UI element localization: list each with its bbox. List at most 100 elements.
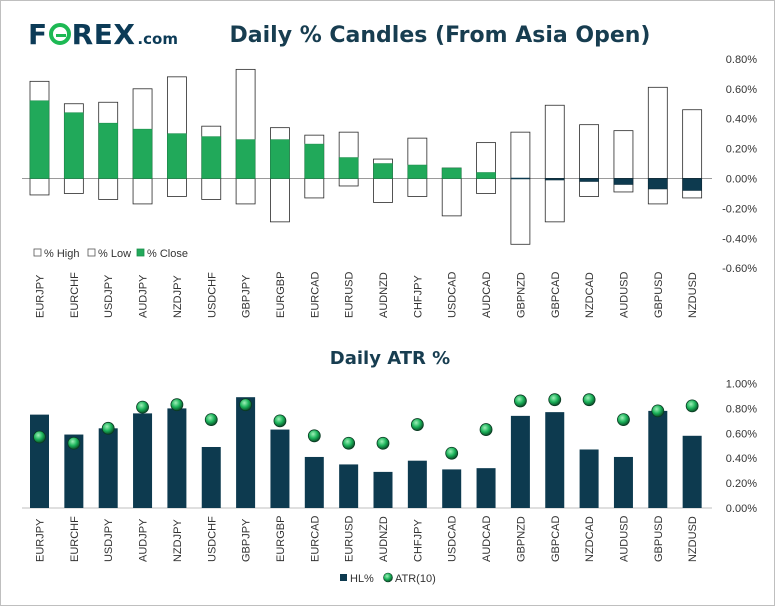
low-bar-audjpy <box>132 178 153 205</box>
close-bar-eurchf <box>64 112 84 179</box>
low-bar-usdcad <box>441 178 462 217</box>
atr-category-label: GBPCAD <box>550 515 562 562</box>
candles-y-tick: 0.00% <box>726 174 757 186</box>
candles-x-axis: EURJPY EURCHF USDJPY AUDJPY NZDJPY USDCHF GBPJ… <box>35 271 700 318</box>
low-bar-eurgbp <box>270 178 290 223</box>
atr-marker-nzdjpy <box>170 398 184 412</box>
atr-y-axis: 1.00% 0.80% 0.60% 0.40% 0.20% 0.00% <box>726 379 757 516</box>
close-bar-eurcad <box>304 143 325 179</box>
atr-marker-nzdusd <box>685 399 699 413</box>
atr-marker-eurjpy <box>33 430 46 444</box>
low-bar-nzdjpy <box>166 178 187 197</box>
candles-category-label: EURCAD <box>309 271 321 318</box>
low-bar-eurusd <box>338 178 359 187</box>
atr-category-label: EURCAD <box>309 515 321 562</box>
low-bar-eurchf <box>63 178 84 194</box>
candles-y-tick: 0.80% <box>726 54 757 66</box>
legend-swatch-atr <box>383 572 393 583</box>
candles-category-label: CHFJPY <box>412 275 424 318</box>
atr-marker-audusd <box>617 413 630 427</box>
low-bar-chfjpy <box>407 178 428 197</box>
close-bar-gbpusd <box>647 178 668 190</box>
atr-y-tick: 0.60% <box>726 428 757 440</box>
candles-category-label: AUDJPY <box>138 274 150 318</box>
low-bar-gbpnzd <box>510 178 531 245</box>
candles-plot <box>22 68 712 245</box>
atr-marker-gbpcad <box>548 393 562 407</box>
hl-bar-usdcad <box>442 469 462 508</box>
high-bar-gbpnzd <box>510 131 531 179</box>
atr-marker-gbpnzd <box>514 394 527 408</box>
legend-label-low: % Low <box>98 248 131 260</box>
atr-marker-eurusd <box>342 436 356 450</box>
atr-marker-gbpusd <box>651 404 665 418</box>
candles-y-tick: 0.20% <box>726 144 757 156</box>
legend-label-close: % Close <box>147 248 188 260</box>
forex-logo: F REX .com <box>28 18 178 51</box>
close-bar-usdchf <box>201 136 222 179</box>
candles-category-label: AUDCAD <box>481 271 493 318</box>
close-bar-usdcad <box>441 167 462 179</box>
atr-category-label: GBPUSD <box>653 515 665 562</box>
legend-swatch-hl <box>340 574 347 581</box>
hl-bar-nzdcad <box>579 449 599 508</box>
hl-bar-nzdjpy <box>167 408 187 508</box>
low-bar-eurcad <box>304 178 325 199</box>
hl-bar-nzdusd <box>682 435 702 508</box>
candles-category-label: GBPUSD <box>653 271 665 318</box>
legend-swatch-high <box>33 248 42 257</box>
high-bar-audusd <box>613 130 634 179</box>
atr-marker-audcad <box>479 423 493 436</box>
candles-chart-title: Daily % Candles (From Asia Open) <box>230 23 651 48</box>
atr-marker-eurgbp <box>273 414 287 428</box>
atr-marker-eurchf <box>67 436 81 450</box>
high-bar-gbpcad <box>544 104 565 179</box>
atr-category-label: USDCAD <box>447 515 459 562</box>
candles-y-tick: -0.20% <box>722 203 757 215</box>
candles-category-label: EURJPY <box>35 274 47 318</box>
candles-category-label: EURCHF <box>69 272 81 318</box>
atr-category-label: GBPNZD <box>515 516 527 562</box>
atr-marker-eurcad <box>307 429 321 443</box>
atr-category-label: EURUSD <box>344 515 356 562</box>
atr-category-label: USDJPY <box>103 518 115 562</box>
hl-bar-gbpjpy <box>236 397 256 508</box>
hl-bar-eurgbp <box>270 429 290 508</box>
logo-o-icon <box>48 23 71 45</box>
atr-category-label: USDCHF <box>206 516 218 562</box>
atr-chart-title: Daily ATR % <box>330 348 450 369</box>
low-bar-audnzd <box>373 178 393 203</box>
atr-category-label: AUDJPY <box>138 518 150 562</box>
atr-category-label: AUDCAD <box>481 515 493 562</box>
candles-category-label: AUDNZD <box>378 272 390 318</box>
candles-category-label: EURGBP <box>275 272 287 318</box>
atr-y-tick: 0.20% <box>726 478 757 490</box>
atr-marker-usdcad <box>445 446 459 460</box>
close-bar-nzdcad <box>579 178 599 182</box>
candles-category-label: USDCAD <box>447 271 459 318</box>
hl-bar-gbpnzd <box>510 415 530 508</box>
candles-category-label: AUDUSD <box>618 271 630 318</box>
atr-legend: HL% ATR(10) <box>340 572 436 585</box>
legend-label-atr: ATR(10) <box>395 573 436 585</box>
close-bar-eurjpy <box>29 100 50 179</box>
atr-y-tick: 0.80% <box>726 403 757 415</box>
atr-category-label: AUDNZD <box>378 516 390 562</box>
atr-plot <box>22 393 712 509</box>
atr-y-tick: 1.00% <box>726 379 757 391</box>
close-bar-nzdusd <box>682 178 702 191</box>
candles-category-label: USDJPY <box>103 274 115 318</box>
high-bar-nzdcad <box>579 124 599 179</box>
low-bar-gbpcad <box>544 178 565 223</box>
atr-category-label: NZDCAD <box>584 516 596 562</box>
atr-marker-audnzd <box>376 436 390 450</box>
close-bar-audusd <box>613 178 634 185</box>
atr-y-tick: 0.00% <box>726 503 757 515</box>
atr-category-label: NZDUSD <box>687 516 699 562</box>
close-bar-gbpjpy <box>235 139 256 179</box>
atr-category-label: GBPJPY <box>241 518 253 562</box>
hl-bar-eurchf <box>64 434 84 508</box>
atr-marker-chfjpy <box>410 418 424 431</box>
close-bar-usdjpy <box>98 122 118 179</box>
hl-bar-audnzd <box>373 471 393 508</box>
